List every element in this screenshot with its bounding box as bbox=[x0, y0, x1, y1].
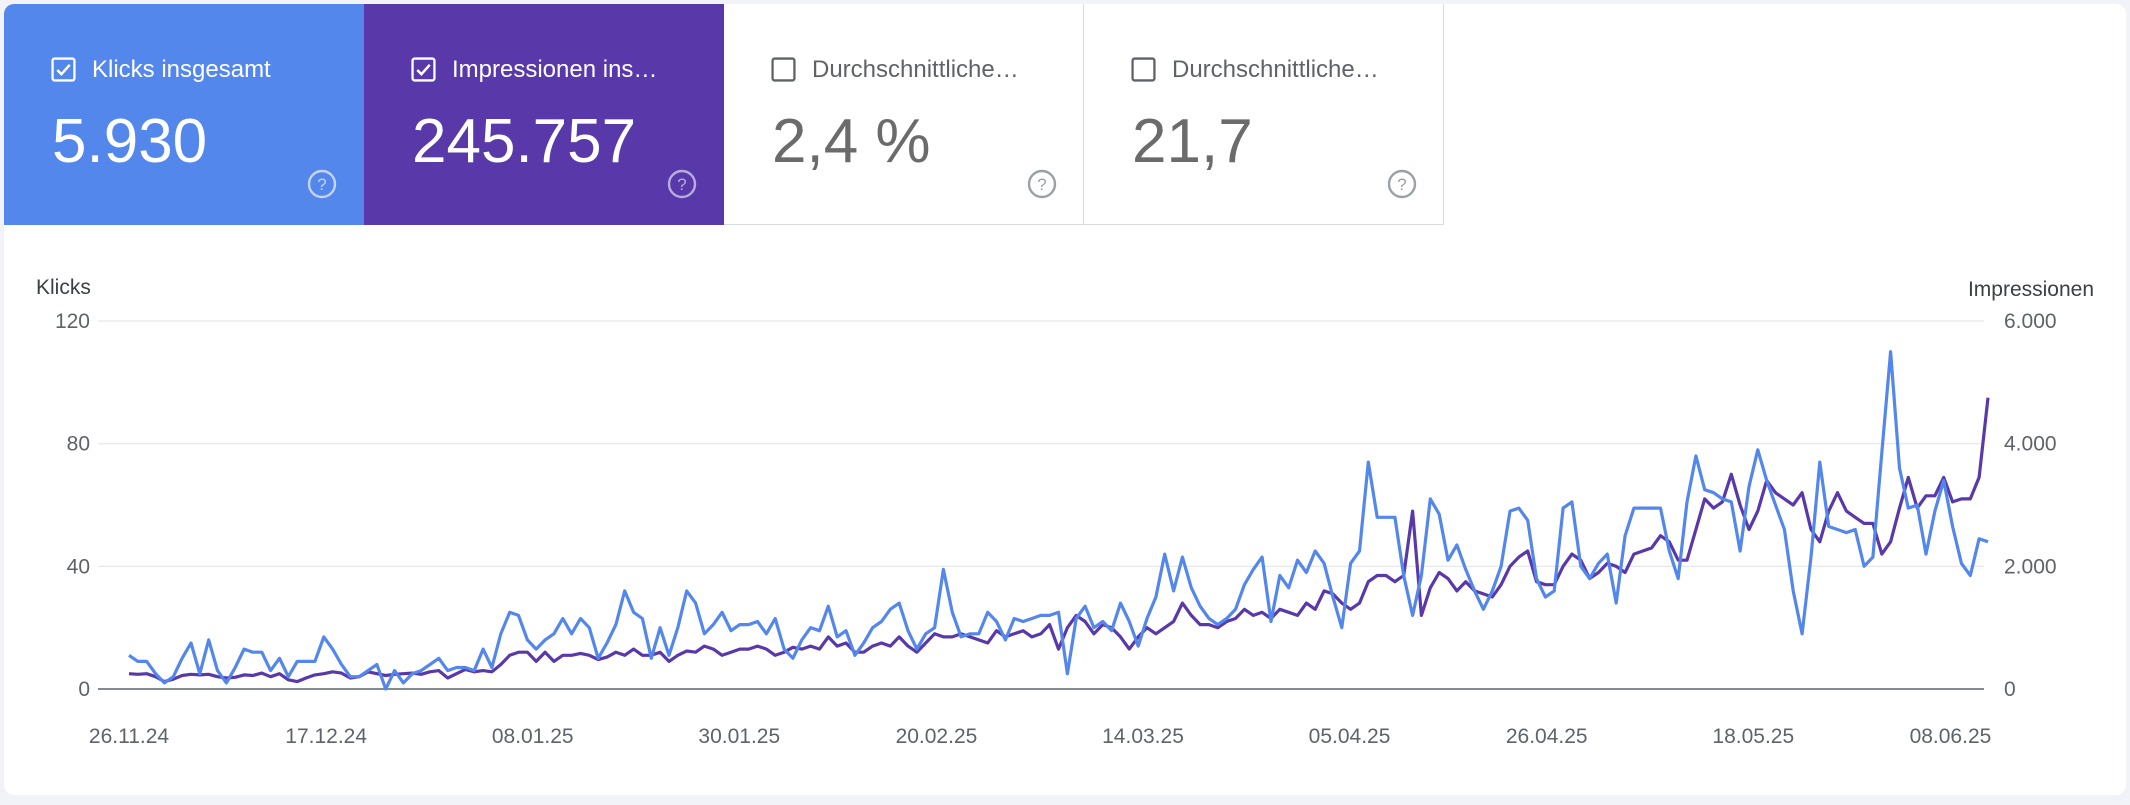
help-icon[interactable]: ? bbox=[1387, 169, 1417, 199]
checkbox-checked-icon[interactable] bbox=[51, 57, 76, 82]
y-tick-left: 120 bbox=[55, 310, 90, 333]
x-tick-label: 20.02.25 bbox=[896, 725, 978, 748]
help-icon[interactable]: ? bbox=[307, 169, 337, 199]
y-tick-right: 4.000 bbox=[2004, 433, 2057, 456]
metric-tile-impressions[interactable]: Impressionen ins… 245.757 ? bbox=[364, 4, 724, 225]
checkbox-unchecked-icon[interactable] bbox=[771, 57, 796, 82]
checkbox-unchecked-icon[interactable] bbox=[1131, 57, 1156, 82]
x-tick-label: 26.11.24 bbox=[89, 725, 170, 748]
svg-text:?: ? bbox=[1397, 175, 1406, 194]
y-tick-right: 2.000 bbox=[2004, 555, 2057, 578]
metric-tiles: Klicks insgesamt 5.930 ? Impressionen in… bbox=[4, 4, 1444, 225]
metric-value: 2,4 % bbox=[772, 107, 931, 176]
svg-text:?: ? bbox=[317, 175, 326, 194]
x-tick-label: 14.03.25 bbox=[1102, 725, 1184, 748]
clicks-series-line bbox=[128, 350, 1989, 691]
help-icon[interactable]: ? bbox=[1027, 169, 1057, 199]
svg-text:?: ? bbox=[677, 175, 686, 194]
svg-text:?: ? bbox=[1037, 175, 1046, 194]
x-tick-label: 08.01.25 bbox=[492, 725, 574, 748]
performance-card: Klicks insgesamt 5.930 ? Impressionen in… bbox=[4, 4, 2126, 795]
y-tick-right: 6.000 bbox=[2004, 310, 2057, 333]
metric-value: 5.930 bbox=[52, 107, 208, 176]
x-tick-label: 17.12.24 bbox=[285, 725, 367, 748]
metric-value: 21,7 bbox=[1132, 107, 1253, 176]
y-tick-right: 0 bbox=[2004, 678, 2016, 701]
x-tick-label: 26.04.25 bbox=[1506, 725, 1588, 748]
y-tick-left: 80 bbox=[67, 433, 90, 456]
metric-tile-ctr[interactable]: Durchschnittliche… 2,4 % ? bbox=[724, 4, 1084, 225]
x-tick-label: 05.04.25 bbox=[1309, 725, 1391, 748]
impressions-series-line bbox=[128, 397, 1990, 684]
x-tick-label: 30.01.25 bbox=[698, 725, 780, 748]
x-tick-label: 08.06.25 bbox=[1910, 725, 1992, 748]
metric-value: 245.757 bbox=[412, 107, 637, 176]
metric-tile-position[interactable]: Durchschnittliche… 21,7 ? bbox=[1084, 4, 1444, 225]
checkbox-checked-icon[interactable] bbox=[411, 57, 436, 82]
line-chart[interactable]: 0 0 40 2.000 80 4.000 120 6.000 26.11.24 17.12.24… bbox=[4, 4, 2126, 795]
y-tick-left: 0 bbox=[78, 678, 90, 701]
y-tick-left: 40 bbox=[67, 555, 90, 578]
help-icon[interactable]: ? bbox=[667, 169, 697, 199]
left-axis-title: Klicks bbox=[36, 276, 91, 299]
right-axis-title: Impressionen bbox=[1967, 278, 2094, 301]
metric-tile-clicks[interactable]: Klicks insgesamt 5.930 ? bbox=[4, 4, 364, 225]
x-tick-label: 18.05.25 bbox=[1712, 725, 1794, 748]
